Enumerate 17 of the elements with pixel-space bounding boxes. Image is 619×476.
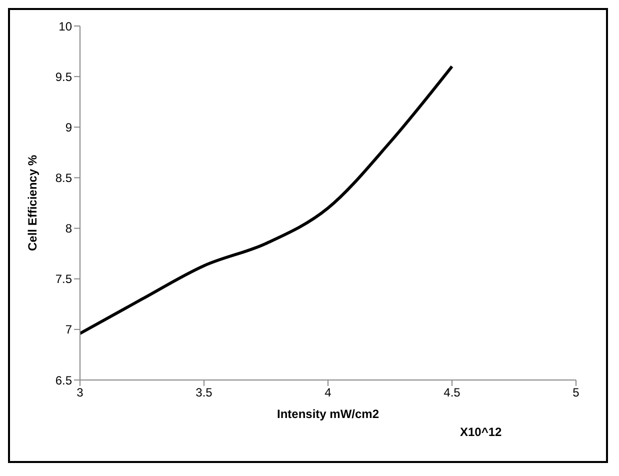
- x-tick-label: 3.5: [196, 386, 213, 400]
- y-tick-label: 10: [58, 19, 72, 34]
- y-tick-label: 9.5: [55, 70, 72, 84]
- x-tick-label: 5: [572, 386, 580, 400]
- y-tick-label: 7.5: [55, 272, 72, 286]
- y-axis-title: Cell Efficiency %: [25, 154, 40, 252]
- x-tick-label: 4: [324, 386, 332, 400]
- x-tick-label: 4.5: [444, 386, 461, 400]
- text: X10^12: [460, 425, 502, 439]
- line-series: [80, 64, 454, 335]
- y-tick-label: 6.5: [55, 373, 72, 388]
- y-tick-label: 8.5: [55, 170, 72, 185]
- x-axis-title: Intensity mW/cm2: [276, 407, 380, 421]
- y-tick-label: 8: [65, 222, 72, 236]
- x-tick-label: 3: [76, 386, 84, 400]
- y-tick-label: 9: [65, 120, 72, 134]
- y-tick-label: 7: [65, 322, 72, 337]
